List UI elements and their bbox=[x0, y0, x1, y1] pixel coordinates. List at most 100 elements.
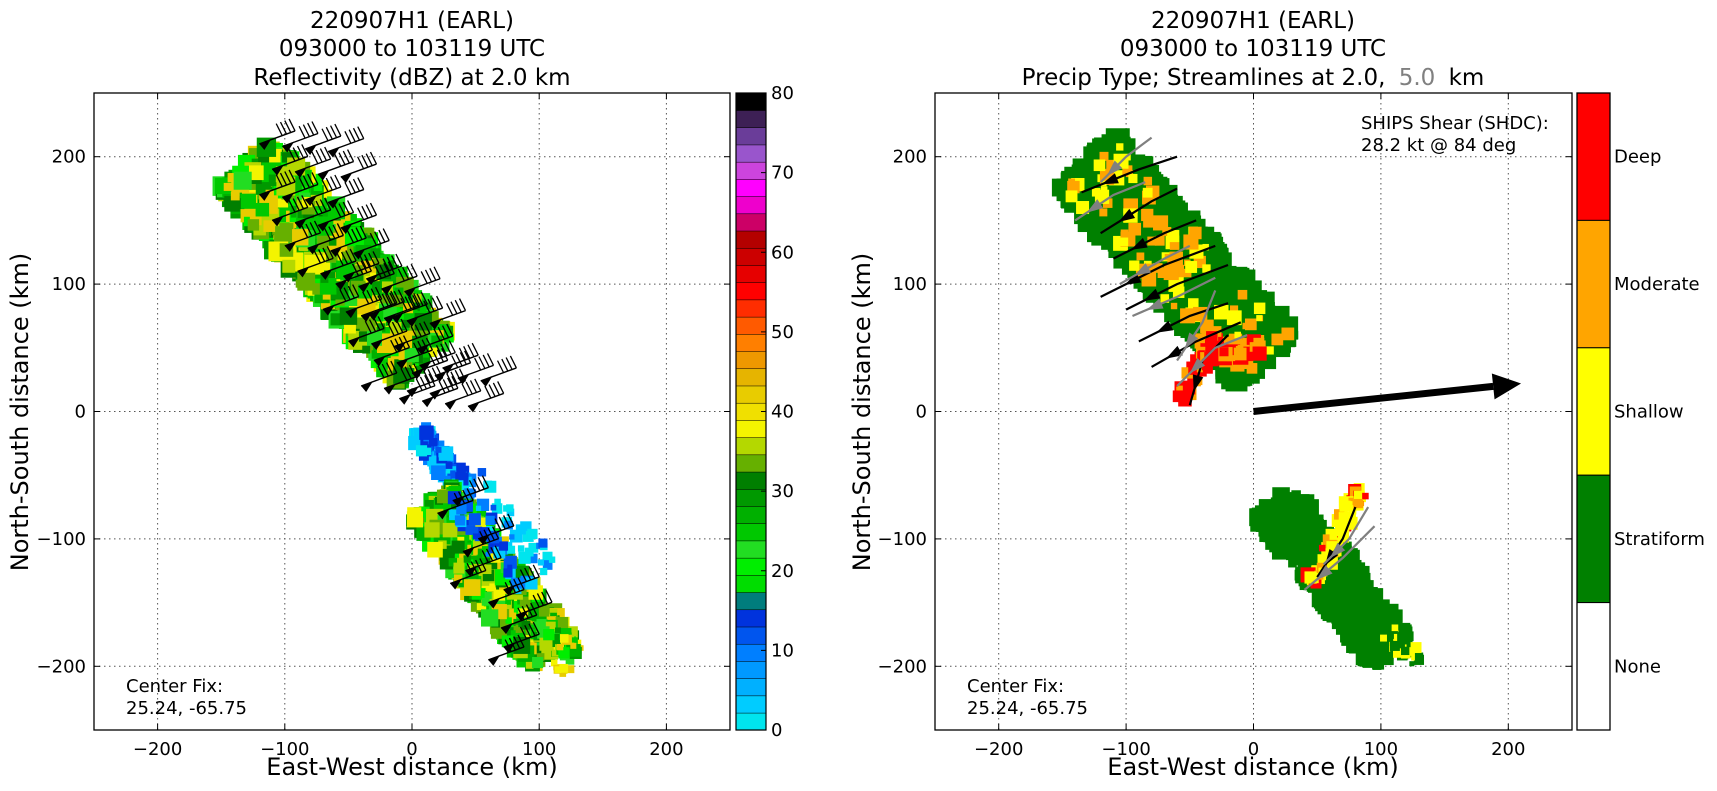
wind-barb-feather bbox=[410, 325, 418, 339]
echo-cell bbox=[525, 661, 534, 669]
wind-barb-flag bbox=[488, 654, 501, 666]
echo-cell-weak bbox=[454, 515, 466, 526]
echo-cell bbox=[481, 564, 492, 575]
wind-barb-flag bbox=[404, 286, 417, 298]
streamline-arrowhead bbox=[1316, 565, 1333, 580]
echo-cell bbox=[484, 591, 492, 600]
streamline-arrowhead bbox=[1106, 160, 1123, 176]
colorbar-category-shallow bbox=[1576, 347, 1611, 476]
precip-cell-moderate bbox=[1099, 151, 1109, 161]
wind-barb-feather bbox=[336, 253, 344, 266]
wind-barb-feather bbox=[342, 201, 350, 215]
wind-barb-feather bbox=[459, 352, 467, 365]
precip-cell-stratiform bbox=[1381, 620, 1390, 628]
precip-cell-stratiform bbox=[1352, 591, 1372, 611]
wind-barb-feather bbox=[292, 147, 300, 160]
wind-barb-flag bbox=[399, 393, 412, 405]
wind-barb-feather bbox=[467, 344, 475, 358]
colorbar-tick-label: 80 bbox=[771, 83, 794, 104]
echo-cell-weak bbox=[472, 514, 480, 522]
precip-cell-stratiform bbox=[1401, 646, 1410, 656]
precip-cell-stratiform bbox=[1072, 163, 1089, 180]
wind-barb-feather bbox=[509, 355, 517, 369]
wind-barb-feather bbox=[329, 176, 338, 189]
precip-cell-stratiform bbox=[1356, 581, 1368, 593]
wind-barb-feather bbox=[505, 357, 513, 370]
shear-value: 28.2 kt @ 84 deg bbox=[1361, 135, 1516, 156]
echo-cell-weak bbox=[423, 447, 432, 456]
streamline-arrowhead bbox=[1166, 345, 1183, 359]
wind-barb-feather bbox=[396, 320, 404, 333]
wind-barb-feather bbox=[324, 146, 332, 160]
wind-barb-feather bbox=[288, 148, 296, 162]
wind-barb-feather bbox=[319, 199, 327, 212]
wind-barb-feather bbox=[359, 225, 367, 239]
wind-barb-feather bbox=[528, 566, 536, 579]
wind-barb-feather bbox=[370, 288, 378, 301]
wind-barb-feather bbox=[433, 328, 441, 342]
wind-barb-flag bbox=[478, 533, 491, 545]
echo-cell bbox=[358, 331, 370, 342]
precip-cell-stratiform bbox=[1369, 641, 1379, 651]
precip-cell-stratiform bbox=[1369, 625, 1380, 636]
wind-barb-feather bbox=[305, 223, 313, 237]
echo-cell-weak bbox=[485, 515, 495, 526]
wind-barb-feather bbox=[394, 338, 402, 351]
echo-cell-weak bbox=[542, 560, 553, 570]
left-title-line-2: 093000 to 103119 UTC bbox=[279, 36, 545, 62]
colorbar-tick-label: 10 bbox=[771, 640, 794, 661]
echo-cell bbox=[558, 647, 570, 659]
precip-cell-moderate bbox=[1226, 310, 1242, 326]
wind-barb-feather bbox=[296, 196, 305, 210]
wind-barb-feather bbox=[413, 342, 421, 356]
wind-barb-feather bbox=[357, 126, 365, 139]
right-title-level-2: 5.0 bbox=[1399, 65, 1436, 91]
colorbar-level bbox=[735, 471, 767, 490]
wind-barb-feather bbox=[348, 129, 356, 143]
wind-barb-feather bbox=[385, 292, 394, 305]
echo-cell bbox=[322, 208, 331, 217]
colorbar-category-moderate bbox=[1576, 219, 1611, 349]
wind-barb-flag bbox=[320, 268, 333, 280]
echo-cell bbox=[550, 659, 558, 667]
wind-barb-feather bbox=[288, 118, 296, 132]
colorbar-level bbox=[735, 368, 767, 387]
precip-cell-moderate bbox=[1100, 186, 1108, 193]
wind-barb-feather bbox=[454, 299, 462, 313]
right-ytick-label: −200 bbox=[878, 656, 927, 677]
left-ylabel: North-South distance (km) bbox=[6, 253, 34, 572]
wind-barb-flag bbox=[294, 217, 307, 229]
wind-barb-feather bbox=[355, 227, 363, 240]
wind-barb-feather bbox=[346, 200, 355, 213]
wind-barb-feather bbox=[301, 144, 309, 157]
echo-cell bbox=[538, 606, 550, 617]
wind-barb-feather bbox=[519, 626, 528, 640]
echo-cell-weak bbox=[434, 440, 445, 450]
precip-cell-stratiform bbox=[1113, 249, 1133, 269]
wind-barb-flag bbox=[358, 281, 371, 293]
precip-cell-deep bbox=[1181, 367, 1193, 379]
wind-barb-feather bbox=[461, 383, 469, 396]
wind-barb-feather bbox=[536, 593, 545, 606]
echo-cell bbox=[536, 618, 548, 630]
echo-cell-weak bbox=[447, 470, 456, 479]
precip-cell-stratiform bbox=[1340, 623, 1359, 643]
wind-barb-feather bbox=[298, 176, 306, 190]
precip-cell-stratiform bbox=[1154, 277, 1167, 291]
left-title-line-1: 220907H1 (EARL) bbox=[310, 8, 514, 34]
streamline bbox=[1138, 302, 1229, 343]
wind-barb-feather bbox=[368, 319, 377, 332]
wind-barb-feather bbox=[541, 591, 549, 605]
wind-barb-feather bbox=[275, 174, 283, 187]
echo-cell bbox=[505, 617, 512, 624]
precip-cell-deep bbox=[1206, 331, 1218, 343]
echo-cell bbox=[414, 354, 423, 364]
precip-cell-stratiform bbox=[1342, 572, 1356, 586]
left-center-fix-value: 25.24, -65.75 bbox=[126, 698, 247, 719]
precip-cell-deep bbox=[1178, 392, 1192, 407]
colorbar-tick-label: 40 bbox=[771, 402, 794, 423]
echo-cell bbox=[328, 237, 337, 246]
echo-cell bbox=[476, 603, 484, 611]
